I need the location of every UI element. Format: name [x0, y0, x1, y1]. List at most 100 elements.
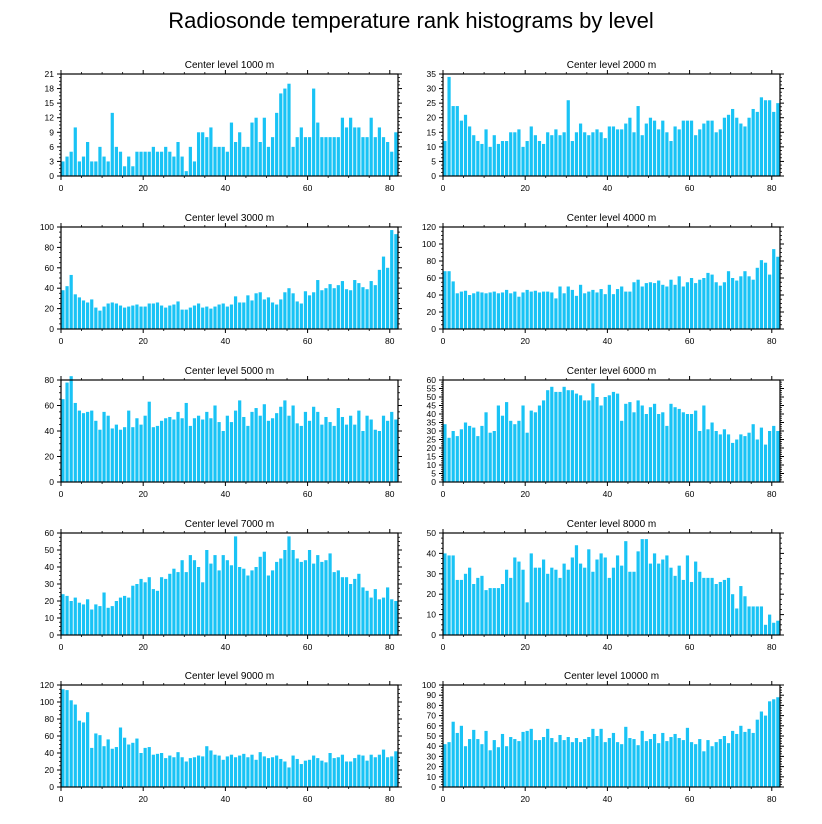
bar: [525, 141, 529, 176]
bar: [772, 622, 776, 635]
bar: [509, 420, 513, 482]
bar: [591, 383, 595, 482]
bar: [299, 425, 303, 482]
bar: [390, 411, 394, 483]
bar: [242, 416, 246, 482]
bar: [566, 100, 570, 176]
bar: [615, 393, 620, 482]
bar: [747, 728, 751, 787]
bar: [324, 416, 328, 482]
bar: [776, 620, 780, 635]
bar: [505, 569, 509, 635]
x-tick-label: 20: [520, 794, 530, 804]
bar: [324, 560, 328, 635]
bar: [447, 437, 451, 482]
bar: [768, 701, 772, 787]
y-tick-label: 50: [427, 528, 437, 538]
bar: [131, 166, 135, 176]
x-tick-label: 60: [303, 489, 313, 499]
bar: [188, 555, 192, 635]
bar: [77, 297, 81, 329]
bar: [546, 132, 550, 176]
y-tick-label: 60: [45, 263, 55, 273]
bar: [287, 288, 291, 329]
bar: [747, 117, 751, 176]
bar: [759, 97, 764, 176]
bar: [114, 303, 118, 329]
bar: [611, 732, 616, 787]
bar: [361, 431, 365, 482]
x-tick-label: 80: [385, 183, 395, 193]
x-tick-label: 60: [303, 794, 313, 804]
bar: [529, 410, 533, 482]
bar: [488, 588, 492, 635]
bar: [591, 571, 595, 635]
bar: [718, 129, 722, 176]
bar: [188, 307, 192, 329]
y-tick-label: 18: [45, 84, 55, 94]
bar: [689, 278, 694, 329]
bar: [221, 759, 225, 787]
bar: [620, 744, 624, 787]
bar: [710, 274, 714, 329]
bar: [258, 142, 262, 176]
bar: [451, 721, 455, 787]
bar: [180, 156, 184, 176]
bar: [110, 302, 114, 329]
bar: [624, 726, 628, 787]
bar: [196, 755, 201, 787]
bar: [694, 135, 698, 176]
bar: [246, 757, 250, 787]
bar: [554, 298, 558, 329]
bar: [344, 424, 349, 483]
bar: [472, 584, 476, 635]
bar: [480, 143, 484, 176]
bar: [661, 412, 665, 482]
bar: [65, 690, 69, 787]
bar: [537, 141, 542, 176]
bar: [221, 555, 225, 635]
bar: [94, 307, 98, 329]
bar: [196, 303, 201, 329]
bar: [86, 599, 90, 635]
bar: [521, 292, 525, 329]
bar: [603, 397, 607, 482]
bar: [69, 700, 73, 787]
bar: [476, 436, 480, 482]
y-tick-label: 60: [427, 375, 437, 385]
bar: [155, 590, 160, 635]
bar: [615, 129, 620, 176]
x-tick-label: 20: [520, 489, 530, 499]
bar: [139, 753, 143, 787]
bar: [513, 291, 517, 329]
bar: [578, 563, 583, 635]
bar: [114, 601, 118, 635]
bar: [357, 410, 361, 482]
bar: [583, 739, 587, 787]
bar: [164, 578, 168, 635]
bar: [685, 555, 690, 635]
y-tick-label: 30: [427, 569, 437, 579]
bar: [607, 284, 611, 329]
bar: [377, 269, 382, 329]
bar: [349, 415, 353, 482]
x-tick-label: 0: [59, 336, 64, 346]
bar: [201, 582, 205, 635]
y-tick-label: 10: [45, 613, 55, 623]
bar: [283, 400, 287, 482]
bar: [250, 754, 254, 787]
bar: [172, 757, 176, 787]
y-tick-label: 40: [45, 426, 55, 436]
bar: [110, 606, 114, 635]
bar: [172, 419, 176, 482]
bar: [320, 137, 324, 176]
bar: [139, 151, 143, 176]
bar: [722, 282, 727, 329]
bar: [706, 272, 710, 329]
bar: [521, 731, 525, 787]
bar: [632, 282, 636, 329]
bar: [209, 418, 213, 482]
bar: [270, 757, 275, 787]
bar: [451, 281, 455, 329]
panel-title: Center level 3000 m: [185, 213, 275, 224]
